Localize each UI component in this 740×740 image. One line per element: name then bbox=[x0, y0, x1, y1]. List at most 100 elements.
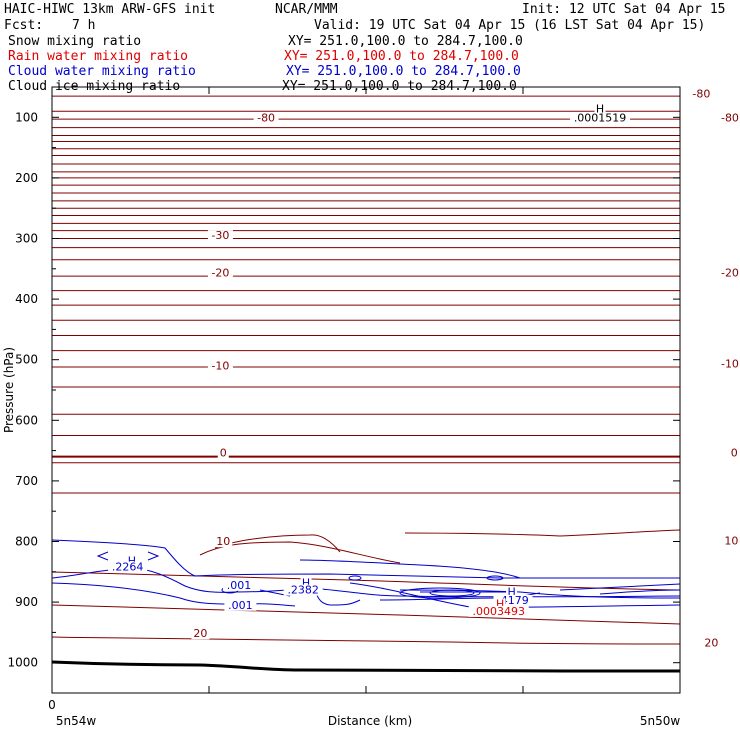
temperature-label-bg bbox=[217, 447, 229, 459]
temperature-label-bg bbox=[728, 447, 740, 459]
organization-label: NCAR/MMM bbox=[275, 2, 338, 17]
rain-water-label: H bbox=[496, 598, 504, 611]
temperature-contour-curve bbox=[404, 529, 681, 537]
y-tick-label: 300 bbox=[15, 232, 38, 246]
temperature-contour-curve bbox=[214, 534, 341, 553]
temperature-label-bg bbox=[191, 628, 210, 640]
cloud-water-ring bbox=[399, 587, 481, 599]
field-snow-name: Snow mixing ratio bbox=[8, 34, 142, 49]
temperature-label-bg bbox=[717, 267, 740, 279]
cloud-water-label-bg bbox=[506, 586, 518, 598]
y-tick-label: 700 bbox=[15, 474, 38, 488]
temperature-label: 0 bbox=[220, 447, 227, 460]
temperature-label-bg bbox=[207, 230, 233, 242]
field-snow-xy: XY= 251.0,100.0 to 284.7,100.0 bbox=[288, 34, 523, 49]
temperature-contour-curve bbox=[51, 571, 681, 591]
temperature-label-bg bbox=[688, 88, 714, 100]
temperature-label: -10 bbox=[211, 359, 229, 372]
cloud-water-label: .001 bbox=[228, 599, 253, 612]
temperature-label-bg bbox=[207, 360, 233, 372]
y-axis-label: Pressure (hPa) bbox=[2, 347, 16, 433]
cloud-water-label-bg bbox=[300, 577, 312, 589]
y-tick-label: 900 bbox=[15, 595, 38, 609]
rain-water-label-bg bbox=[468, 605, 529, 617]
cloud-water-contour bbox=[559, 583, 681, 591]
cloud-water-contour bbox=[399, 589, 681, 599]
temperature-label-bg bbox=[207, 267, 233, 279]
forecast-hour: 7 h bbox=[72, 18, 96, 33]
snow-label-bg bbox=[594, 103, 606, 115]
x-axis-label: Distance (km) bbox=[328, 714, 412, 728]
cloud-water-label-bg bbox=[126, 555, 138, 567]
init-time: Init: 12 UTC Sat 04 Apr 15 bbox=[522, 2, 726, 17]
temperature-contours bbox=[51, 95, 681, 673]
cloud-water-contour bbox=[51, 582, 296, 607]
y-tick-label: 100 bbox=[15, 110, 38, 124]
snow-label-bg bbox=[570, 112, 631, 124]
temperature-contour-curve bbox=[51, 604, 681, 625]
temperature-label-bg bbox=[253, 112, 279, 124]
cloud-water-marker bbox=[147, 551, 160, 561]
cloud-water-label: H bbox=[507, 585, 515, 598]
temperature-label: -10 bbox=[721, 358, 739, 371]
cloud-water-label-bg bbox=[108, 561, 148, 573]
snow-label: H bbox=[596, 102, 604, 115]
temperature-contour-curve bbox=[51, 636, 681, 645]
cloud-water-label-bg bbox=[493, 594, 533, 606]
field-rain-xy: XY= 251.0,100.0 to 284.7,100.0 bbox=[284, 49, 519, 64]
temperature-label: 20 bbox=[193, 627, 207, 640]
cloud-water-contours bbox=[51, 539, 681, 608]
x-left-end-label: 5n54w bbox=[56, 714, 97, 728]
cloud-water-label-bg bbox=[224, 599, 257, 611]
temperature-label: -80 bbox=[721, 112, 739, 125]
cloud-water-label: .001 bbox=[227, 579, 252, 592]
cloud-water-contour bbox=[314, 589, 361, 606]
temperature-label-bg bbox=[722, 535, 740, 547]
field-cloudwater-xy: XY= 251.0,100.0 to 284.7,100.0 bbox=[286, 64, 521, 79]
cloud-water-label: .2264 bbox=[112, 561, 144, 574]
cloud-water-marker bbox=[96, 551, 109, 561]
surface-pressure-line bbox=[51, 660, 681, 673]
y-tick-label: 1000 bbox=[7, 656, 38, 670]
cloud-water-contour bbox=[299, 559, 521, 579]
cloud-water-label: .2382 bbox=[287, 584, 319, 597]
temperature-label: -80 bbox=[692, 87, 710, 100]
cloud-water-label-bg bbox=[222, 579, 255, 591]
cloud-water-contour bbox=[51, 539, 680, 579]
field-rain-name: Rain water mixing ratio bbox=[8, 49, 189, 64]
rain-water-label: .0003493 bbox=[472, 605, 525, 618]
cloud-water-contour bbox=[599, 589, 681, 595]
temperature-label-bg bbox=[717, 112, 740, 124]
y-tick-label: 800 bbox=[15, 535, 38, 549]
cloud-water-ring bbox=[486, 575, 504, 581]
cloud-water-label: H bbox=[302, 576, 310, 589]
cloud-water-ring bbox=[348, 575, 362, 581]
contour-labels: -80-80-80-30-20 -20-10 -100 010 102020H.2264… bbox=[108, 87, 740, 649]
temperature-label-bg bbox=[214, 536, 233, 548]
temperature-label: -20 bbox=[721, 267, 739, 280]
x-right-end-label: 5n50w bbox=[640, 714, 681, 728]
temperature-label: 0 bbox=[731, 447, 738, 460]
x-tick-label: 0 bbox=[48, 698, 56, 712]
snow-label: .0001519 bbox=[574, 112, 627, 125]
temperature-label: -20 bbox=[211, 267, 229, 280]
y-tick-label: 400 bbox=[15, 292, 38, 306]
temperature-label-bg bbox=[717, 358, 740, 370]
temperature-label: 20 bbox=[704, 636, 718, 649]
forecast-label: Fcst: bbox=[4, 18, 44, 33]
cloud-water-label: H bbox=[128, 555, 136, 568]
temperature-label: -30 bbox=[211, 229, 229, 242]
temperature-label-bg bbox=[702, 637, 721, 649]
y-tick-label: 500 bbox=[15, 353, 38, 367]
temperature-label: 10 bbox=[724, 535, 738, 548]
valid-time: Valid: 19 UTC Sat 04 Apr 15 (16 LST Sat … bbox=[314, 18, 706, 33]
y-tick-label: 600 bbox=[15, 413, 38, 427]
x-axis: 0 bbox=[48, 87, 681, 712]
temperature-contour-curve bbox=[199, 541, 401, 564]
temperature-label: 10 bbox=[216, 535, 230, 548]
cloud-water-ring bbox=[429, 589, 475, 597]
rain-water-label-bg bbox=[494, 598, 506, 610]
temperature-label: -80 bbox=[257, 112, 275, 125]
